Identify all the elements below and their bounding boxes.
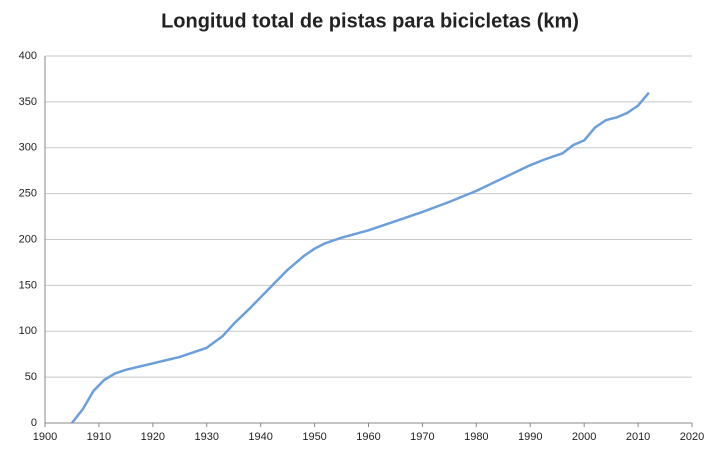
x-tick-label: 1950 [302,431,326,443]
x-tick-label: 2010 [626,431,650,443]
chart-title: Longitud total de pistas para bicicletas… [161,10,579,32]
y-tick-label: 300 [19,142,37,154]
y-tick-label: 400 [19,50,37,62]
x-tick-label: 1990 [518,431,542,443]
y-tick-label: 0 [31,417,37,429]
x-tick-label: 1900 [33,431,57,443]
y-tick-label: 50 [25,371,37,383]
x-tick-label: 1910 [87,431,111,443]
x-tick-label: 1970 [410,431,434,443]
x-tick-label: 1960 [356,431,380,443]
x-tick-label: 1980 [464,431,488,443]
y-tick-label: 350 [19,96,37,108]
x-tick-label: 1940 [248,431,272,443]
x-tick-label: 2000 [572,431,596,443]
x-tick-label: 2020 [680,431,704,443]
y-tick-label: 150 [19,279,37,291]
y-tick-label: 100 [19,325,37,337]
y-tick-label: 200 [19,233,37,245]
x-tick-label: 1930 [195,431,219,443]
y-tick-label: 250 [19,188,37,200]
x-tick-label: 1920 [141,431,165,443]
data-line [70,91,650,424]
